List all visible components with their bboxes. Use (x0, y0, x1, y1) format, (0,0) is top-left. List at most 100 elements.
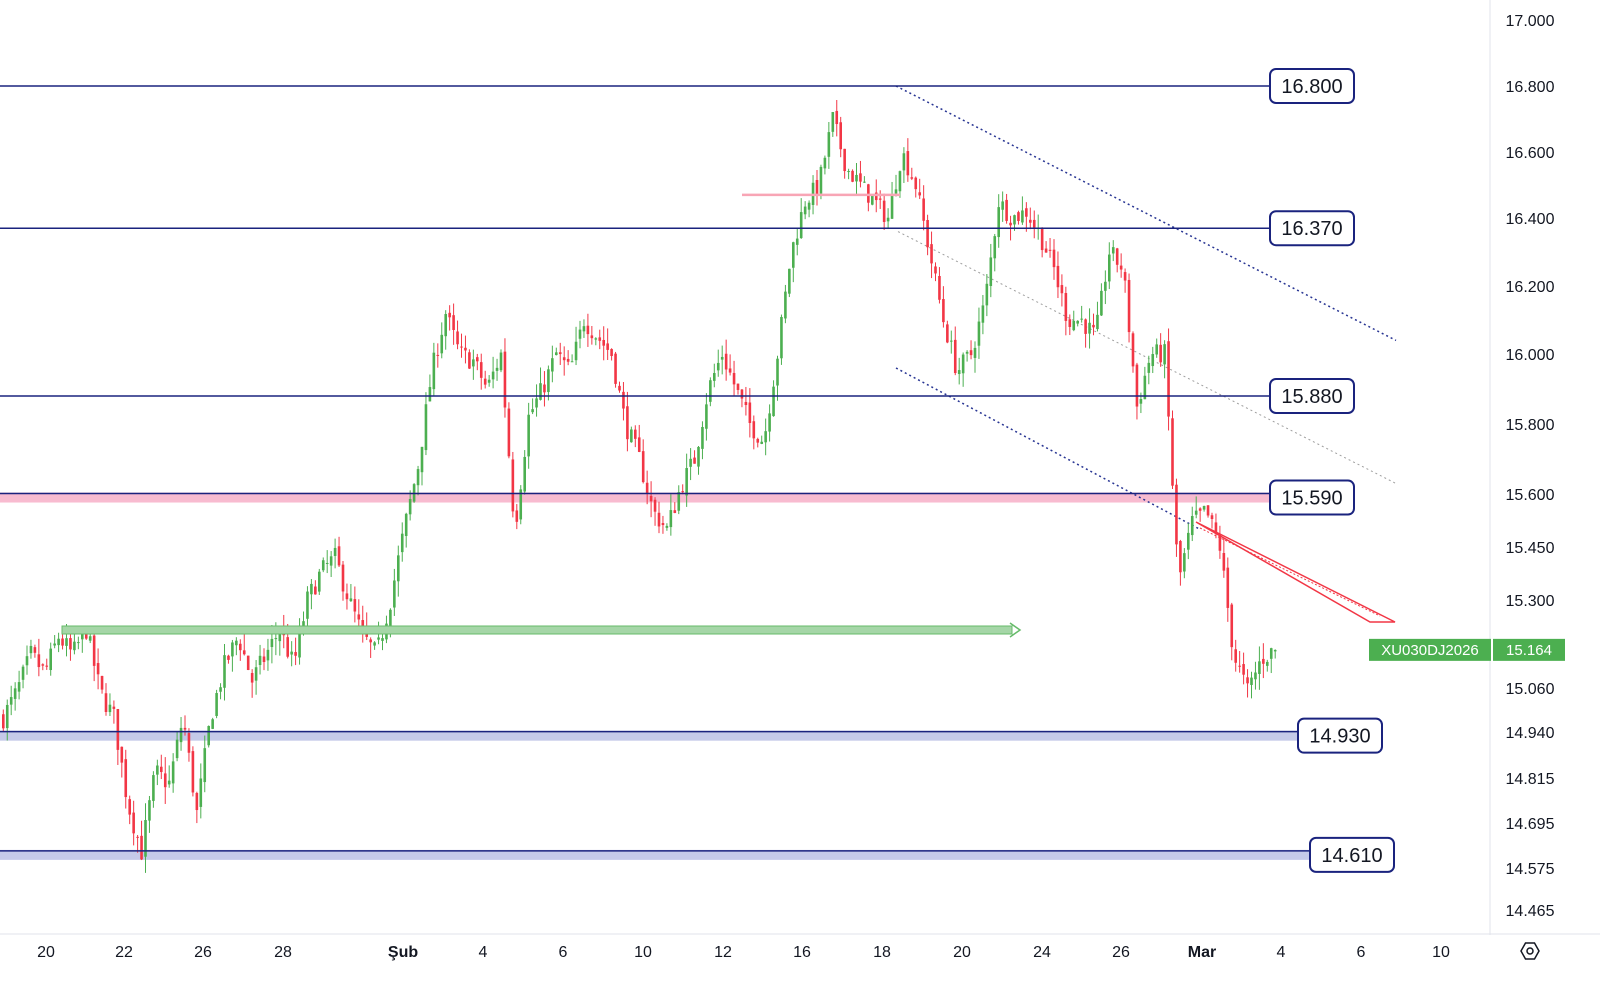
y-tick-label: 15.450 (1506, 540, 1555, 557)
candle-body (1127, 279, 1131, 333)
candle-body (1123, 272, 1127, 281)
candle-body (25, 656, 29, 666)
candle-body (1194, 510, 1198, 515)
candle-body (1060, 285, 1064, 294)
candle-body (84, 630, 88, 639)
candle-body (116, 709, 120, 750)
candle-body (863, 181, 866, 183)
gear-center (1526, 947, 1534, 955)
level-lines[interactable]: 16.800 16.370 15.880 15.590 14.930 14.610 (0, 68, 1395, 873)
x-tick-label: 6 (1357, 944, 1366, 961)
candle-body (942, 299, 945, 323)
x-tick-label: 10 (634, 944, 652, 961)
candle-body (148, 800, 151, 821)
candle-body (37, 654, 41, 668)
candle-body (1238, 665, 1241, 667)
level-label-box[interactable] (1269, 210, 1355, 247)
trend-channel (895, 85, 1397, 530)
settings-gear-icon[interactable] (1520, 942, 1540, 960)
candle-body (748, 402, 752, 423)
candle-body (29, 645, 33, 654)
level-label-box[interactable] (1297, 717, 1383, 754)
x-tick-label: Şub (388, 944, 418, 961)
candle-body (1175, 484, 1178, 545)
candle-body (950, 340, 953, 342)
candle-body (815, 179, 819, 195)
candle-body (1171, 418, 1174, 486)
candle-body (724, 353, 728, 370)
candle-body (843, 148, 846, 172)
candle-body (1262, 658, 1265, 664)
candle-body (558, 352, 562, 355)
candle-body (740, 389, 744, 399)
x-tick-label: 22 (115, 944, 133, 961)
level-label: 14.610 (1321, 845, 1382, 867)
symbol-tag (1369, 638, 1491, 661)
level-label-box[interactable] (1309, 836, 1395, 873)
candle-body (1167, 341, 1170, 417)
candle-body (21, 666, 25, 680)
candle-body (918, 192, 921, 196)
candle-body (894, 189, 898, 194)
candle-body (1190, 516, 1194, 536)
candle-body (274, 638, 278, 640)
y-tick-label: 15.800 (1506, 417, 1555, 434)
candle-body (33, 647, 37, 653)
candle-body (207, 726, 210, 746)
candle-body (104, 693, 108, 712)
candle-body (120, 746, 124, 763)
candle-body (641, 451, 645, 483)
candle-body (614, 353, 617, 384)
candle-body (215, 693, 218, 716)
x-tick-label: Mar (1188, 944, 1216, 961)
candle-body (855, 174, 858, 182)
x-tick-label: 4 (479, 944, 488, 961)
time-axis[interactable]: 20 22 26 28 Şub 4 6 10 12 16 18 20 24 26 Mar 4 6 10 (0, 933, 1600, 961)
candle-body (689, 458, 692, 467)
candle-body (574, 341, 578, 361)
candle-body (835, 110, 839, 125)
candle-body (946, 324, 949, 343)
candle-body (1183, 553, 1186, 572)
candle-body (1143, 375, 1147, 400)
y-tick-label: 15.060 (1506, 681, 1555, 698)
candle-body (511, 459, 515, 512)
candle-body (728, 368, 732, 373)
candle-body (476, 357, 479, 362)
y-tick-label: 14.815 (1506, 771, 1555, 788)
candle-body (562, 357, 566, 361)
candle-body (760, 441, 763, 444)
price-axis[interactable]: 17.000 16.800 16.600 16.400 16.200 16.000 15.8… (1369, 0, 1565, 935)
level-label: 14.930 (1309, 726, 1370, 748)
candle-body (1092, 324, 1095, 328)
level-label-box[interactable] (1269, 378, 1355, 414)
y-tick-label: 14.575 (1506, 861, 1555, 878)
candle-body (333, 547, 337, 556)
level-label-box[interactable] (1269, 479, 1355, 516)
candle-body (318, 571, 321, 592)
candle-body (92, 635, 96, 666)
candle-body (637, 437, 641, 452)
candle-body (203, 748, 207, 783)
candle-body (167, 780, 171, 785)
x-tick-label: 18 (873, 944, 891, 961)
candle-body (128, 799, 131, 815)
candle-body (681, 491, 684, 493)
candle-body (515, 510, 519, 522)
x-tick-label: 16 (793, 944, 811, 961)
candle-body (547, 369, 550, 393)
y-tick-label: 15.600 (1506, 487, 1555, 504)
candle-body (665, 525, 669, 528)
candle-body (408, 498, 412, 515)
candle-body (594, 338, 598, 340)
candle-body (294, 652, 297, 656)
candle-body (1100, 290, 1103, 316)
candle-body (464, 347, 467, 351)
level-label-box[interactable] (1269, 68, 1355, 104)
candle-body (527, 414, 530, 457)
candle-body (1179, 540, 1182, 573)
candle-body (258, 655, 262, 666)
candle-body (507, 408, 511, 457)
